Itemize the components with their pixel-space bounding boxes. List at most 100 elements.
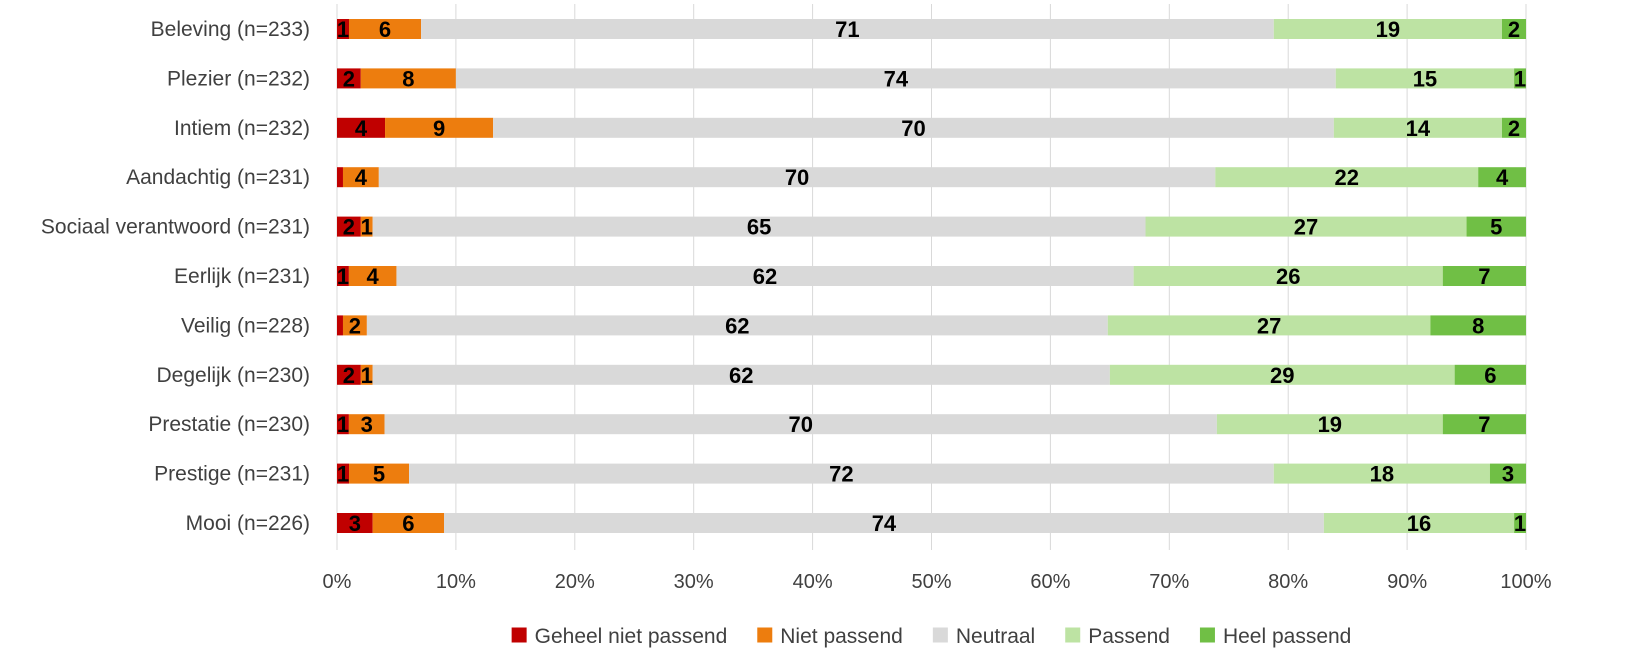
data-label: 7 xyxy=(1478,264,1490,289)
data-label: 27 xyxy=(1257,313,1281,338)
data-label: 1 xyxy=(337,264,349,289)
bar-segment xyxy=(1454,364,1526,385)
bar-segment xyxy=(337,266,349,286)
category-label: Degelijk (n=230) xyxy=(156,364,310,387)
bar-segment xyxy=(372,364,1110,385)
bar-segment xyxy=(378,167,1216,188)
data-label: 2 xyxy=(349,313,361,338)
legend-swatch xyxy=(1065,627,1081,643)
bar-segment xyxy=(337,315,343,336)
legend-item: Passend xyxy=(1065,625,1170,648)
x-tick-label: 40% xyxy=(793,571,833,593)
data-label: 15 xyxy=(1413,66,1437,91)
legend-item: Geheel niet passend xyxy=(511,625,727,648)
x-tick-label: 50% xyxy=(911,571,951,593)
category-label: Intiem (n=232) xyxy=(174,117,310,140)
data-label: 70 xyxy=(788,412,812,437)
legend-swatch xyxy=(932,627,948,643)
x-tick-label: 100% xyxy=(1500,571,1551,593)
bar-segment xyxy=(366,315,1108,336)
data-label: 2 xyxy=(1508,116,1520,141)
bar-segment xyxy=(421,19,1274,39)
bar-segment xyxy=(1216,414,1443,435)
data-label: 62 xyxy=(753,264,777,289)
bar-segment xyxy=(337,414,349,435)
bar-segment xyxy=(372,216,1146,237)
bar-segment xyxy=(1501,19,1526,39)
data-label: 1 xyxy=(361,363,373,388)
bar-segment xyxy=(337,513,373,533)
data-label: 16 xyxy=(1407,511,1431,536)
data-label: 1 xyxy=(1514,66,1526,91)
bar-segment xyxy=(372,513,445,533)
data-label: 14 xyxy=(1406,116,1431,141)
bar-segment xyxy=(360,216,373,237)
bar-segment xyxy=(1109,364,1455,385)
bar-segment xyxy=(337,19,350,39)
bar-segment xyxy=(1335,68,1515,89)
bar-segment xyxy=(384,414,1217,435)
data-label: 74 xyxy=(884,66,909,91)
data-label: 71 xyxy=(835,17,859,42)
category-label: Eerlijk (n=231) xyxy=(174,265,310,288)
legend-label: Passend xyxy=(1088,625,1170,648)
data-label: 2 xyxy=(343,363,355,388)
category-label: Aandachtig (n=231) xyxy=(126,166,310,189)
bar-segment xyxy=(1133,266,1443,286)
bar-segment xyxy=(337,167,343,188)
data-label: 3 xyxy=(349,511,361,536)
data-label: 4 xyxy=(355,165,368,190)
data-label: 74 xyxy=(872,511,897,536)
bar-segment xyxy=(1273,463,1490,484)
bar-segment xyxy=(337,364,361,385)
category-labels: Beleving (n=233) Plezier (n=232) Intiem (n… xyxy=(41,18,310,535)
category-label: Prestige (n=231) xyxy=(154,463,310,486)
legend: Geheel niet passend Niet passend Neutraal P… xyxy=(511,625,1351,648)
bar-segment xyxy=(360,68,456,89)
category-label: Sociaal verantwoord (n=231) xyxy=(41,216,310,239)
bar-segment xyxy=(337,68,361,89)
x-tick-label: 20% xyxy=(555,571,595,593)
data-label: 27 xyxy=(1294,215,1318,240)
data-label: 22 xyxy=(1335,165,1359,190)
bar-segment xyxy=(337,216,361,237)
bar-segment xyxy=(396,266,1134,286)
data-label: 62 xyxy=(725,313,749,338)
data-label: 1 xyxy=(1514,511,1526,536)
data-label: 3 xyxy=(1502,462,1514,487)
legend-swatch xyxy=(757,627,773,643)
bar-segment xyxy=(1442,414,1526,435)
data-label: 29 xyxy=(1270,363,1294,388)
bar-segment xyxy=(342,315,367,336)
bar-segment xyxy=(349,19,422,39)
data-label: 6 xyxy=(402,511,414,536)
bar-segment xyxy=(493,117,1334,138)
bar-segment xyxy=(1215,167,1479,188)
bar-segment xyxy=(1514,68,1526,89)
bar-segment xyxy=(1430,315,1526,336)
bar-segment xyxy=(1478,167,1526,188)
bar-segment xyxy=(385,117,494,138)
category-label: Veilig (n=228) xyxy=(181,314,310,337)
data-label: 62 xyxy=(729,363,753,388)
legend-item: Neutraal xyxy=(932,625,1035,648)
bar-segment xyxy=(348,414,385,435)
data-label: 1 xyxy=(337,412,349,437)
data-label: 5 xyxy=(373,462,385,487)
bars xyxy=(337,19,1526,533)
data-label: 2 xyxy=(343,66,355,91)
legend-label: Niet passend xyxy=(780,625,903,648)
data-label: 5 xyxy=(1490,215,1502,240)
bar-segment xyxy=(1466,216,1526,237)
category-label: Mooi (n=226) xyxy=(186,512,310,535)
data-label: 19 xyxy=(1318,412,1342,437)
data-label: 4 xyxy=(355,116,368,141)
bar-segment xyxy=(409,463,1274,484)
bar-segment xyxy=(342,167,379,188)
data-label: 2 xyxy=(1508,17,1520,42)
bar-segment xyxy=(1514,513,1526,533)
value-labels: 1 6 71 19 22 8 74 15 14 9 70 14 24 70 22 42 1 65 27 51 4 62 26… xyxy=(337,17,1526,536)
data-label: 1 xyxy=(337,17,349,42)
